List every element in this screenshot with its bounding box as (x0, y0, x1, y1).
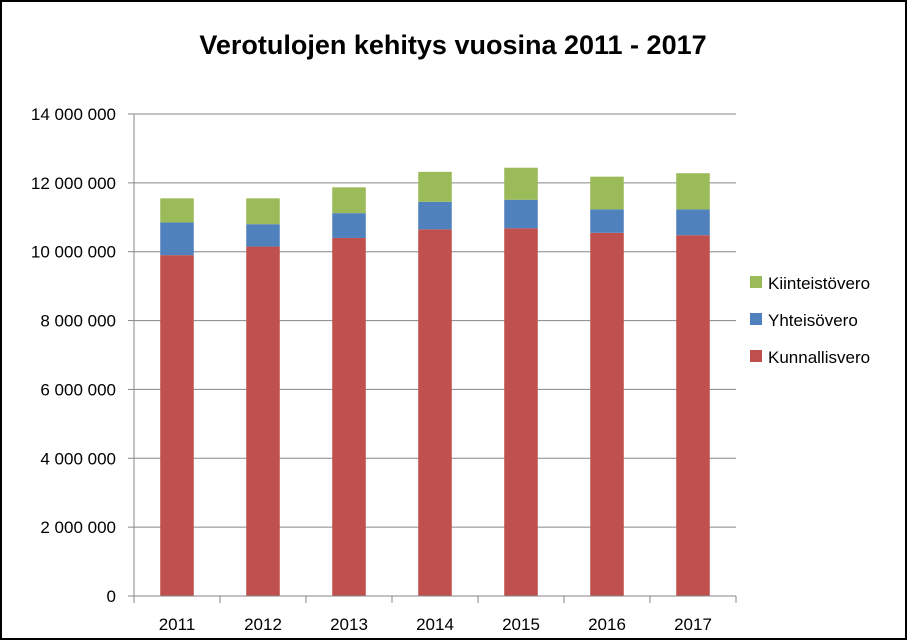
x-tick-label: 2017 (674, 615, 712, 634)
axes (128, 113, 737, 603)
bar-kunnallisvero-2011 (160, 255, 194, 596)
y-tick-label: 0 (107, 587, 116, 606)
bar-kunnallisvero-2013 (332, 237, 366, 596)
x-axis-tick-labels: 2011 2012 2013 2014 2015 2016 2017 (159, 615, 712, 634)
bar-kiinteistövero-2017 (676, 173, 710, 210)
bar-kiinteistövero-2014 (418, 171, 452, 202)
x-tick-label: 2011 (159, 615, 196, 634)
bar-kunnallisvero-2016 (590, 232, 624, 596)
x-tick-label: 2012 (244, 615, 282, 634)
legend-label-kunnallisvero: Kunnallisvero (768, 348, 870, 367)
x-tick-label: 2015 (502, 615, 540, 634)
bar-kunnallisvero-2012 (246, 246, 280, 597)
bar-kiinteistövero-2013 (332, 187, 366, 214)
bar-yhteisövero-2015 (504, 199, 538, 229)
bar-kiinteistövero-2016 (590, 176, 624, 210)
y-tick-label: 8 000 000 (40, 312, 116, 331)
legend-swatch-kunnallisvero (750, 350, 762, 362)
y-tick-label: 2 000 000 (40, 518, 116, 537)
bar-kunnallisvero-2015 (504, 228, 538, 596)
x-tick-label: 2014 (416, 615, 454, 634)
bar-kiinteistövero-2011 (160, 198, 194, 223)
x-tick-label: 2013 (330, 615, 368, 634)
bar-kiinteistövero-2012 (246, 198, 280, 225)
y-axis-tick-labels: 0 2 000 000 4 000 000 6 000 000 8 000 000 10 … (31, 105, 116, 606)
y-tick-label: 4 000 000 (40, 449, 116, 468)
bar-yhteisövero-2014 (418, 201, 452, 230)
chart-title: Verotulojen kehitys vuosina 2011 - 2017 (199, 30, 706, 60)
legend-swatch-yhteisövero (750, 313, 762, 325)
y-tick-label: 6 000 000 (40, 380, 116, 399)
bar-kunnallisvero-2017 (676, 235, 710, 596)
bar-kunnallisvero-2014 (418, 229, 452, 597)
y-tick-label: 12 000 000 (31, 174, 116, 193)
y-tick-label: 14 000 000 (31, 105, 116, 124)
bar-yhteisövero-2013 (332, 213, 366, 238)
bar-yhteisövero-2017 (676, 209, 710, 236)
legend-label-kiinteistövero: Kiinteistövero (768, 274, 870, 293)
legend-label-yhteisövero: Yhteisövero (768, 311, 858, 330)
y-tick-label: 10 000 000 (31, 243, 116, 262)
bar-kiinteistövero-2015 (504, 167, 538, 200)
legend: Kiinteistövero Yhteisövero Kunnallisvero (750, 274, 870, 367)
bars (160, 167, 710, 597)
x-tick-label: 2016 (588, 615, 626, 634)
bar-yhteisövero-2012 (246, 224, 280, 247)
bar-yhteisövero-2011 (160, 222, 194, 256)
bar-yhteisövero-2016 (590, 209, 624, 233)
legend-swatch-kiinteistövero (750, 276, 762, 288)
